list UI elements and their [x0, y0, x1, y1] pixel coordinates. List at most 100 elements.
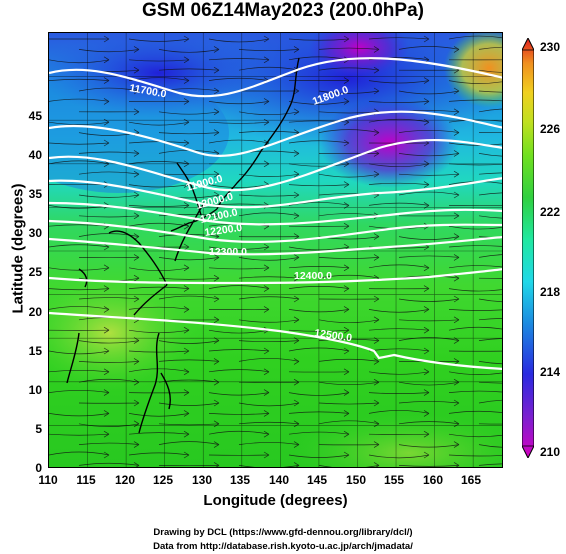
streamline-arrow — [373, 441, 380, 448]
streamline — [478, 46, 502, 50]
streamline-arrow — [133, 358, 140, 365]
streamline-arrow — [453, 46, 460, 53]
streamline-arrow — [453, 295, 460, 303]
streamline — [368, 80, 430, 84]
streamline — [158, 88, 220, 92]
streamline-arrow — [453, 399, 460, 407]
map-panel: 11700.0 11800.0 11900.0 12000.0 12100.0 … — [48, 32, 503, 468]
streamline — [78, 340, 140, 344]
streamline-arrow — [213, 212, 220, 220]
streamline — [448, 410, 502, 414]
streamline-arrow — [183, 139, 190, 147]
wind-streamlines — [49, 35, 502, 467]
streamline — [238, 130, 300, 133]
streamline-arrow — [373, 254, 380, 261]
streamline-arrow — [453, 254, 460, 261]
streamline — [318, 420, 380, 425]
streamline-arrow — [103, 139, 110, 147]
streamline-arrow — [423, 77, 430, 84]
streamline — [478, 236, 502, 239]
streamline-arrow — [183, 285, 190, 292]
credit-data-source: Data from http://database.rish.kyoto-u.a… — [153, 541, 413, 552]
streamline-arrow — [263, 35, 270, 43]
streamline-arrow — [133, 108, 140, 116]
streamline-arrow — [373, 316, 380, 324]
streamline — [318, 381, 380, 386]
contour-label-12200: 12200.0 — [204, 222, 243, 239]
streamline-arrow — [263, 430, 270, 438]
streamline-arrow — [263, 118, 270, 126]
streamline-arrow — [213, 295, 220, 303]
y-tick-label: 25 — [28, 265, 42, 279]
streamline — [368, 328, 430, 331]
streamline — [478, 172, 502, 175]
streamline — [208, 369, 270, 373]
streamline-arrow — [263, 368, 270, 376]
x-tick-label: 150 — [345, 473, 367, 487]
streamline-arrow — [373, 462, 380, 467]
y-tick-label: 20 — [28, 305, 42, 319]
streamline-arrow — [133, 254, 140, 261]
streamline-arrow — [103, 347, 110, 355]
streamline — [78, 442, 140, 445]
streamline-arrow — [293, 108, 300, 116]
streamline-arrow — [213, 441, 220, 448]
streamline-arrow — [293, 233, 300, 240]
streamline-arrow — [343, 430, 350, 438]
streamline — [368, 202, 430, 206]
streamline-arrow — [293, 150, 300, 157]
streamline — [448, 245, 502, 248]
streamline-arrow — [373, 46, 380, 53]
streamline — [78, 49, 140, 53]
streamline-arrow — [213, 399, 220, 407]
streamline-arrow — [423, 306, 430, 313]
streamline-arrow — [343, 347, 350, 355]
streamline-arrow — [183, 160, 190, 168]
streamline — [318, 274, 380, 279]
streamline-arrow — [453, 316, 460, 324]
streamline — [448, 99, 502, 102]
streamline-arrow — [263, 160, 270, 168]
streamline — [128, 286, 190, 289]
streamline — [448, 371, 502, 376]
colorbar-tick-label: 210 — [540, 445, 561, 459]
streamline-arrow — [423, 389, 430, 396]
streamline-arrow — [183, 389, 190, 396]
streamline-arrow — [183, 98, 190, 105]
streamline-arrow — [293, 170, 300, 178]
streamline-arrow — [103, 451, 110, 459]
streamline — [238, 111, 300, 116]
streamline — [318, 67, 380, 71]
streamline — [78, 171, 140, 175]
streamline-arrow — [103, 243, 110, 251]
streamline-arrow — [453, 87, 460, 95]
streamline — [398, 46, 460, 50]
streamline — [318, 193, 380, 196]
streamline — [238, 465, 300, 467]
streamline — [368, 118, 430, 123]
streamline-arrow — [183, 410, 190, 417]
streamline — [448, 35, 502, 40]
streamline-arrow — [133, 191, 140, 199]
streamline — [318, 90, 380, 94]
streamline — [49, 451, 110, 456]
streamline-arrow — [183, 56, 190, 64]
streamline-arrow — [133, 212, 140, 220]
streamline-arrow — [103, 430, 110, 438]
streamline-arrow — [343, 326, 350, 334]
colorbar-tick-label: 214 — [540, 365, 561, 379]
streamline — [208, 246, 270, 250]
streamline-arrow — [103, 35, 110, 43]
streamline — [49, 59, 110, 64]
streamline — [128, 59, 190, 62]
streamline — [49, 78, 110, 81]
colorbar-tick-label: 226 — [540, 122, 561, 136]
streamline-arrow — [453, 233, 460, 240]
streamline-arrow — [423, 451, 430, 459]
streamline-arrow — [343, 306, 350, 313]
streamline — [49, 369, 110, 373]
cold-center-north — [309, 33, 409, 78]
streamline-arrow — [423, 368, 430, 376]
streamline — [78, 215, 140, 218]
streamline-arrow — [423, 35, 430, 43]
